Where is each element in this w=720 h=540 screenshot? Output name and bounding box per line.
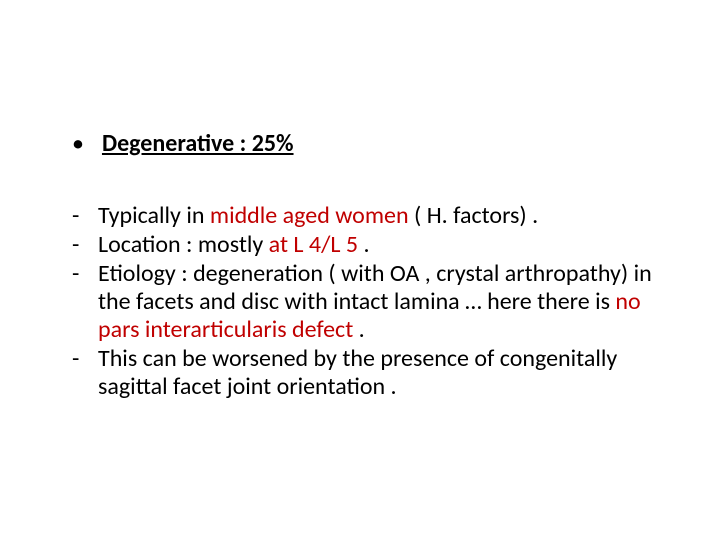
list-item: - Location : mostly at L 4/L 5 . (72, 231, 670, 259)
bullet-icon: • (72, 130, 84, 158)
text-segment-accent: middle aged women (210, 201, 414, 230)
slide: • Degenerative : 25% - Typically in midd… (0, 0, 720, 540)
text-segment: Etiology : degeneration ( with OA , crys… (98, 259, 652, 316)
text-segment: . (359, 315, 365, 344)
text-segment: Location : mostly (98, 230, 269, 259)
text-segment: Typically in (98, 201, 210, 230)
title-row: • Degenerative : 25% (50, 130, 670, 158)
text-segment: . (363, 230, 369, 259)
title-text: Degenerative : 25% (102, 130, 294, 158)
dash-icon: - (72, 345, 98, 373)
text-segment-accent: at L 4/L 5 (269, 230, 364, 259)
list-item-text: This can be worsened by the presence of … (98, 345, 670, 401)
list-item-text: Typically in middle aged women ( H. fact… (98, 202, 670, 230)
dash-icon: - (72, 260, 98, 288)
text-segment: This can be worsened by the presence of … (98, 344, 617, 401)
body-list: - Typically in middle aged women ( H. fa… (50, 202, 670, 401)
dash-icon: - (72, 202, 98, 230)
dash-icon: - (72, 231, 98, 259)
list-item: - This can be worsened by the presence o… (72, 345, 670, 401)
list-item-text: Etiology : degeneration ( with OA , crys… (98, 260, 670, 344)
text-segment: ( H. factors) . (414, 201, 538, 230)
list-item: - Typically in middle aged women ( H. fa… (72, 202, 670, 230)
list-item-text: Location : mostly at L 4/L 5 . (98, 231, 670, 259)
list-item: - Etiology : degeneration ( with OA , cr… (72, 260, 670, 344)
